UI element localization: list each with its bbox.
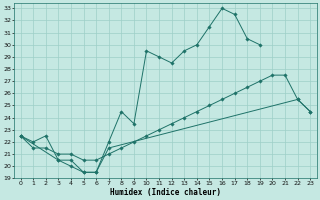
X-axis label: Humidex (Indice chaleur): Humidex (Indice chaleur) bbox=[110, 188, 221, 197]
